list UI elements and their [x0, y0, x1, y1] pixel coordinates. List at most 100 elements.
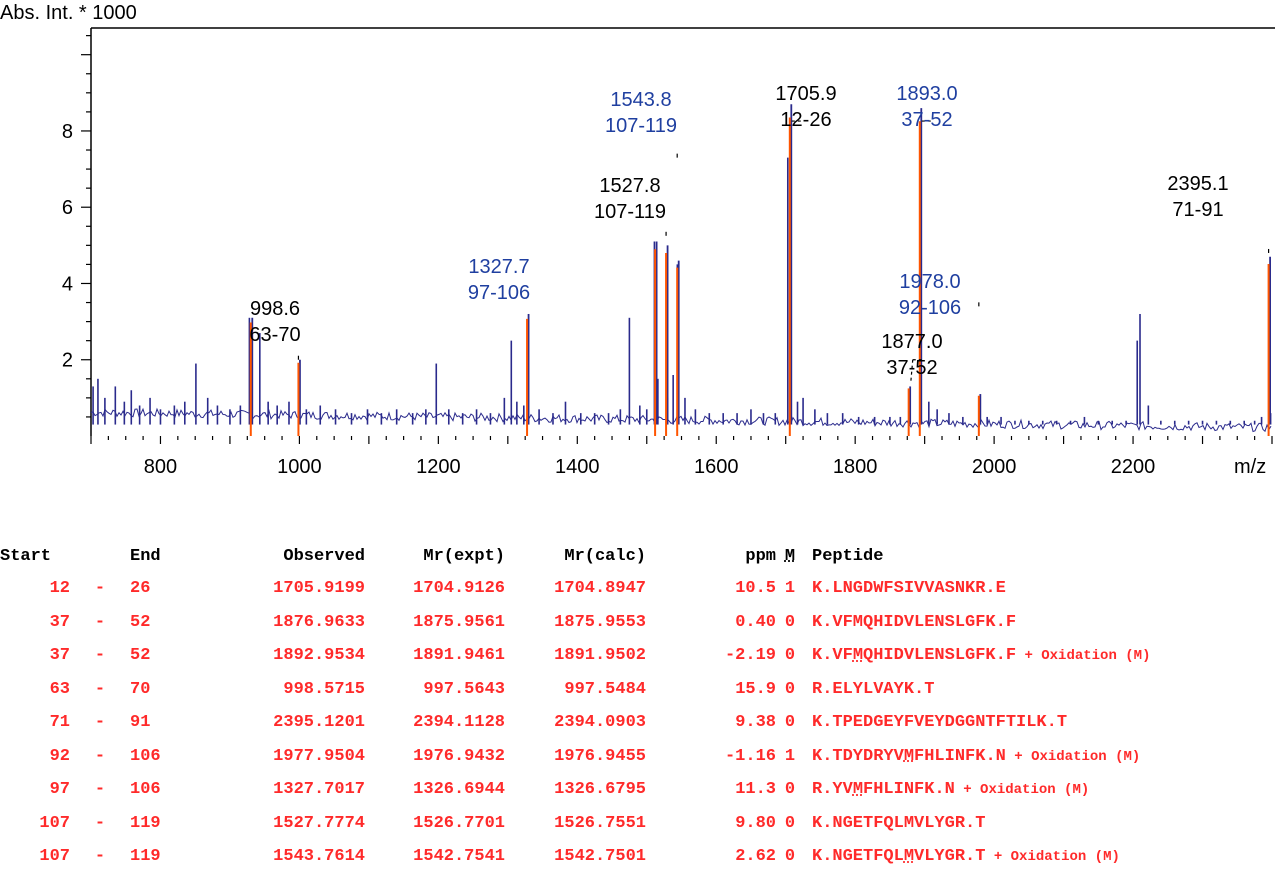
table-row: 107 - 119 1527.7774 1526.7701 1526.7551 9.80 0 K… — [0, 807, 1275, 841]
cell-mr-calc: 2394.0903 — [554, 713, 646, 733]
oxidized-residue: M — [852, 646, 864, 666]
cell-dash: - — [94, 780, 106, 800]
peak-mz-label: 998.6 — [250, 298, 300, 320]
peak-range-label: 97-106 — [468, 282, 530, 304]
cell-mr-expt: 1542.7541 — [413, 847, 505, 867]
y-axis-label: Abs. Int. * 1000 — [0, 2, 137, 24]
cell-mr-calc: 1326.6795 — [554, 780, 646, 800]
x-tick-label: 1800 — [833, 456, 878, 478]
y-tick-label: 4 — [62, 273, 73, 295]
peak-mz-label: 2395.1 — [1167, 173, 1228, 195]
cell-m: 1 — [784, 579, 796, 599]
peptide-sequence: K.LNGDWFSIVVASNKR.E — [812, 579, 1006, 599]
cell-start: 107 — [39, 813, 70, 833]
peak-range-label: 107-119 — [594, 201, 666, 223]
peptide-sequence: K.VFMQHIDVLENSLGFK.F — [812, 612, 1017, 632]
cell-ppm: -1.16 — [724, 746, 776, 766]
cell-start: 92 — [49, 746, 70, 766]
cell-observed: 1543.7614 — [273, 847, 365, 867]
cell-start: 97 — [49, 780, 70, 800]
peptide-sequence: K.TDYDRYV — [812, 746, 904, 766]
peptide-sequence: K.NGETFQLMVLYGR.T — [812, 813, 986, 833]
cell-m: 0 — [784, 646, 796, 666]
x-axis-label: m/z — [1234, 456, 1266, 478]
label-leader — [910, 359, 914, 383]
x-ticks: 800 1000 1200 1400 1600 1800 2000 2200 — [90, 436, 1273, 478]
peak-range-label: 71-91 — [1172, 199, 1223, 221]
x-tick-label: 1400 — [555, 456, 600, 478]
cell-start: 107 — [39, 847, 70, 867]
peak-mz-label: 1543.8 — [610, 89, 671, 111]
cell-end: 106 — [130, 746, 161, 766]
peak-mz-label: 1893.0 — [896, 83, 957, 105]
y-tick-label: 8 — [62, 121, 73, 143]
cell-observed: 1705.9199 — [273, 579, 365, 599]
cell-ppm: 9.38 — [735, 713, 776, 733]
cell-end: 119 — [130, 847, 161, 867]
cell-peptide: R.ELYLVAYK.T — [804, 673, 1275, 707]
cell-dash: - — [94, 713, 106, 733]
modification-text: + Oxidation (M) — [1016, 648, 1151, 665]
cell-mr-calc: 997.5484 — [564, 679, 646, 699]
cell-mr-calc: 1542.7501 — [554, 847, 646, 867]
cell-mr-expt: 1891.9461 — [413, 646, 505, 666]
table-row: 71 - 91 2395.1201 2394.1128 2394.0903 9.38 0 K.T… — [0, 706, 1275, 740]
spectrum-peaks — [92, 104, 1272, 425]
cell-peptide: R.YVMFHLINFK.N + Oxidation (M) — [804, 773, 1275, 807]
oxidized-residue: M — [852, 780, 864, 800]
cell-peptide: K.VFMQHIDVLENSLGFK.F + Oxidation (M) — [804, 639, 1275, 673]
peptide-sequence: QHIDVLENSLGFK.F — [863, 646, 1017, 666]
x-tick-label: 1200 — [416, 456, 461, 478]
cell-observed: 1527.7774 — [273, 813, 365, 833]
peptide-sequence: K.VF — [812, 646, 853, 666]
cell-m: 0 — [784, 813, 796, 833]
cell-observed: 1327.7017 — [273, 780, 365, 800]
cell-mr-expt: 2394.1128 — [413, 713, 505, 733]
cell-start: 63 — [49, 679, 70, 699]
x-tick-label: 1000 — [277, 456, 322, 478]
peak-range-label: 37-52 — [886, 357, 937, 379]
cell-peptide: K.LNGDWFSIVVASNKR.E — [804, 572, 1275, 606]
cell-mr-calc: 1976.9455 — [554, 746, 646, 766]
x-tick-label: 2200 — [1111, 456, 1156, 478]
table-row: 37 - 52 1876.9633 1875.9561 1875.9553 0.40 0 K.V… — [0, 606, 1275, 640]
x-tick-label: 2000 — [972, 456, 1017, 478]
peak-range-label: 63-70 — [249, 324, 300, 346]
cell-ppm: 9.80 — [735, 813, 776, 833]
table-row: 12 - 26 1705.9199 1704.9126 1704.8947 10.5 1 K.L… — [0, 572, 1275, 606]
label-leaders — [297, 120, 1270, 383]
matched-peaks — [249, 117, 1270, 436]
peptide-sequence: VLYGR.T — [914, 847, 986, 867]
cell-end: 26 — [130, 579, 151, 599]
cell-m: 0 — [784, 612, 796, 632]
cell-start: 37 — [49, 646, 70, 666]
cell-mr-expt: 1326.6944 — [413, 780, 505, 800]
table-row: 92 - 106 1977.9504 1976.9432 1976.9455 -1.16 1 K… — [0, 740, 1275, 774]
cell-observed: 2395.1201 — [273, 713, 365, 733]
mass-spectrum-chart: Abs. Int. * 1000 2 4 6 8 800 1000 1200 1400 160… — [0, 2, 1275, 478]
cell-mr-calc: 1704.8947 — [554, 579, 646, 599]
peak-mz-label: 1527.8 — [599, 175, 660, 197]
cell-mr-expt: 1704.9126 — [413, 579, 505, 599]
cell-end: 52 — [130, 646, 151, 666]
cell-peptide: K.TPEDGEYFVEYDGGNTFTILK.T — [804, 706, 1275, 740]
cell-m: 0 — [784, 713, 796, 733]
table-row: 37 - 52 1892.9534 1891.9461 1891.9502 -2.19 0 K.… — [0, 639, 1275, 673]
cell-end: 91 — [130, 713, 151, 733]
peak-range-label: 37-52 — [901, 109, 952, 131]
cell-dash: - — [94, 679, 106, 699]
cell-mr-expt: 997.5643 — [423, 679, 505, 699]
cell-m: 0 — [784, 847, 796, 867]
y-tick-label: 6 — [62, 197, 73, 219]
cell-end: 119 — [130, 813, 161, 833]
modification-text: + Oxidation (M) — [985, 849, 1120, 866]
cell-observed: 1892.9534 — [273, 646, 365, 666]
cell-mr-calc: 1891.9502 — [554, 646, 646, 666]
cell-ppm: 10.5 — [735, 579, 776, 599]
header-ppm: ppm — [745, 546, 776, 566]
oxidized-residue: M — [903, 746, 915, 766]
table-row: 63 - 70 998.5715 997.5643 997.5484 15.9 0 R.ELYL… — [0, 673, 1275, 707]
cell-m: 0 — [784, 679, 796, 699]
table-body: 12 - 26 1705.9199 1704.9126 1704.8947 10.5 1 K.L… — [0, 572, 1275, 874]
cell-mr-expt: 1526.7701 — [413, 813, 505, 833]
